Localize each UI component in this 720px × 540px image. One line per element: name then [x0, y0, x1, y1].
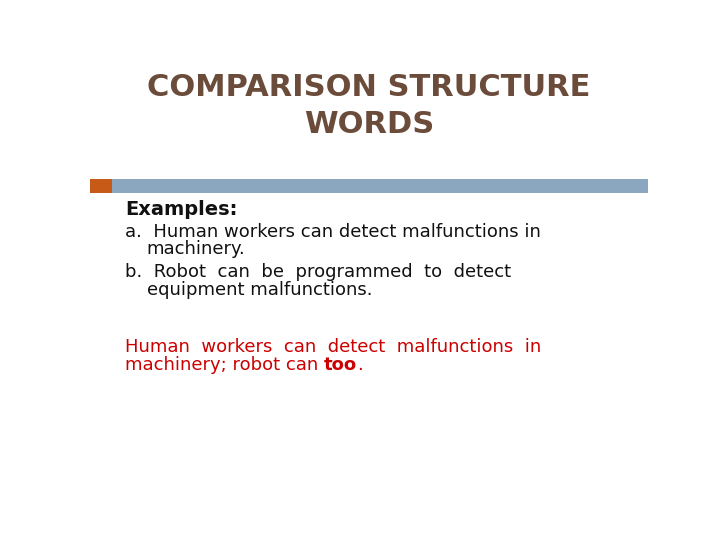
Text: equipment malfunctions.: equipment malfunctions. — [147, 281, 372, 299]
Text: b.  Robot  can  be  programmed  to  detect: b. Robot can be programmed to detect — [125, 264, 511, 281]
Text: a.  Human workers can detect malfunctions in: a. Human workers can detect malfunctions… — [125, 222, 541, 241]
Text: machinery; robot can: machinery; robot can — [125, 356, 324, 374]
Text: COMPARISON STRUCTURE
WORDS: COMPARISON STRUCTURE WORDS — [148, 72, 590, 139]
Bar — [112, 179, 648, 193]
Text: Human  workers  can  detect  malfunctions  in: Human workers can detect malfunctions in — [125, 338, 541, 356]
Text: machinery.: machinery. — [147, 240, 246, 258]
Bar — [90, 179, 112, 193]
Text: too: too — [324, 356, 357, 374]
Text: .: . — [357, 356, 363, 374]
Text: Examples:: Examples: — [125, 200, 238, 219]
